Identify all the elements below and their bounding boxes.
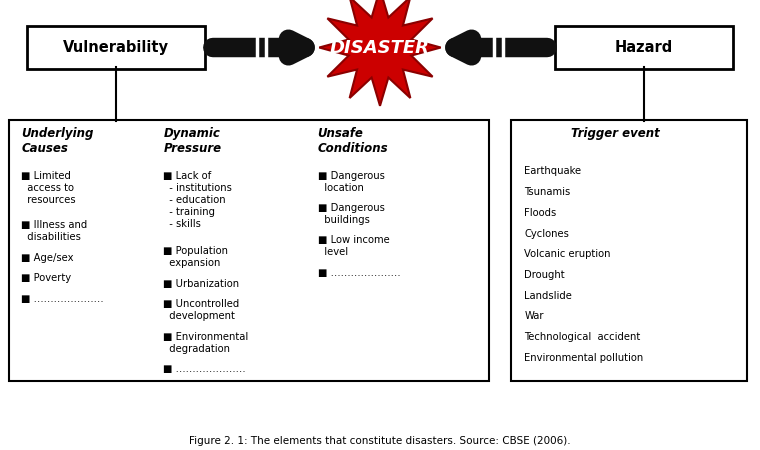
Text: Trigger event: Trigger event: [572, 127, 660, 140]
Text: ■ Population
  expansion: ■ Population expansion: [163, 246, 229, 268]
Text: ■ Dangerous
  location: ■ Dangerous location: [318, 171, 385, 193]
Text: ■ Poverty: ■ Poverty: [21, 274, 71, 284]
Text: DISASTER: DISASTER: [330, 39, 430, 57]
Text: Earthquake: Earthquake: [524, 166, 581, 176]
Text: Dynamic
Pressure: Dynamic Pressure: [163, 127, 221, 155]
Text: Floods: Floods: [524, 208, 556, 218]
Text: Cyclones: Cyclones: [524, 229, 569, 238]
Text: Drought: Drought: [524, 270, 565, 280]
Text: Hazard: Hazard: [615, 40, 673, 55]
Text: War: War: [524, 311, 544, 321]
Text: ■ Illness and
  disabilities: ■ Illness and disabilities: [21, 220, 87, 242]
Text: Figure 2. 1: The elements that constitute disasters. Source: CBSE (2006).: Figure 2. 1: The elements that constitut…: [189, 436, 571, 446]
Text: Volcanic eruption: Volcanic eruption: [524, 249, 611, 259]
Text: ■ …………………: ■ …………………: [21, 294, 104, 304]
Text: Tsunamis: Tsunamis: [524, 187, 571, 197]
FancyBboxPatch shape: [9, 120, 489, 382]
Text: ■ …………………: ■ …………………: [318, 268, 401, 278]
FancyBboxPatch shape: [27, 26, 205, 69]
Text: ■ Environmental
  degradation: ■ Environmental degradation: [163, 332, 249, 354]
Text: ■ Dangerous
  buildings: ■ Dangerous buildings: [318, 203, 385, 225]
Text: Underlying
Causes: Underlying Causes: [21, 127, 93, 155]
Text: ■ Uncontrolled
  development: ■ Uncontrolled development: [163, 299, 239, 321]
Text: ■ Urbanization: ■ Urbanization: [163, 279, 239, 288]
Text: ■ Limited
  access to
  resources: ■ Limited access to resources: [21, 171, 76, 205]
Text: Landslide: Landslide: [524, 291, 572, 301]
Text: Vulnerability: Vulnerability: [63, 40, 169, 55]
Text: ■ …………………: ■ …………………: [163, 364, 246, 374]
Text: ……………………………: ……………………………: [524, 374, 635, 384]
FancyBboxPatch shape: [511, 120, 747, 382]
Text: ■ Lack of
  - institutions
  - education
  - training
  - skills: ■ Lack of - institutions - education - t…: [163, 171, 233, 229]
Text: Unsafe
Conditions: Unsafe Conditions: [318, 127, 388, 155]
Text: Technological  accident: Technological accident: [524, 332, 641, 342]
Text: ■ Low income
  level: ■ Low income level: [318, 235, 389, 257]
FancyBboxPatch shape: [555, 26, 733, 69]
Polygon shape: [319, 0, 441, 106]
Text: Environmental pollution: Environmental pollution: [524, 353, 644, 363]
Text: ■ Age/sex: ■ Age/sex: [21, 253, 74, 263]
